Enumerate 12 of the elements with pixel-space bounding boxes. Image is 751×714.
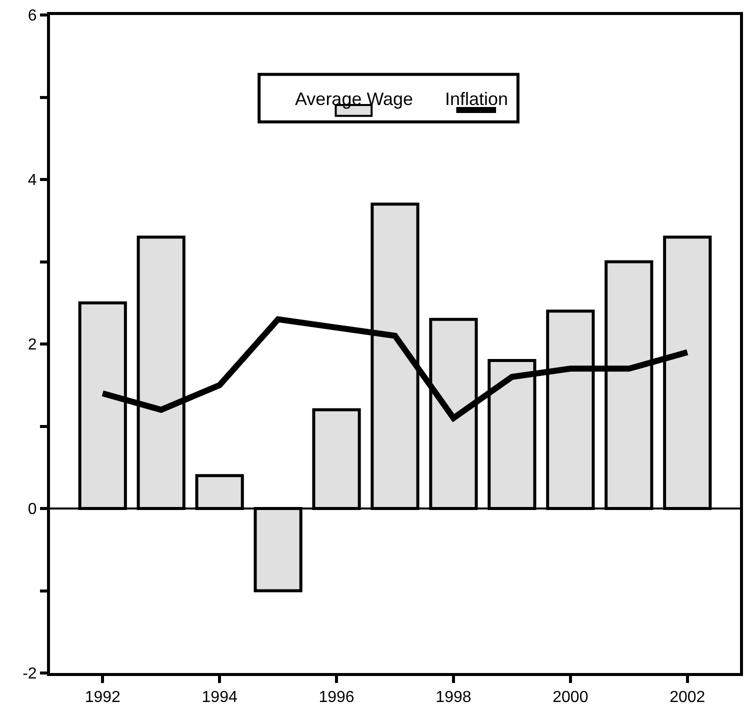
x-tick-label: 2000 <box>552 689 588 706</box>
x-tick-label: 1998 <box>436 689 472 706</box>
y-tick-label: -2 <box>22 666 37 683</box>
text: Inflation <box>445 89 508 109</box>
x-tick-label: 1992 <box>84 689 121 706</box>
y-tick-label: 4 <box>28 172 37 190</box>
y-tick-label: 2 <box>28 336 37 354</box>
x-tick-label: 1994 <box>202 689 238 706</box>
x-tick-label: 1996 <box>318 689 354 706</box>
y-tick-label: 6 <box>28 8 37 25</box>
y-tick-label: 0 <box>28 501 37 518</box>
x-tick-label: 2002 <box>670 689 706 706</box>
